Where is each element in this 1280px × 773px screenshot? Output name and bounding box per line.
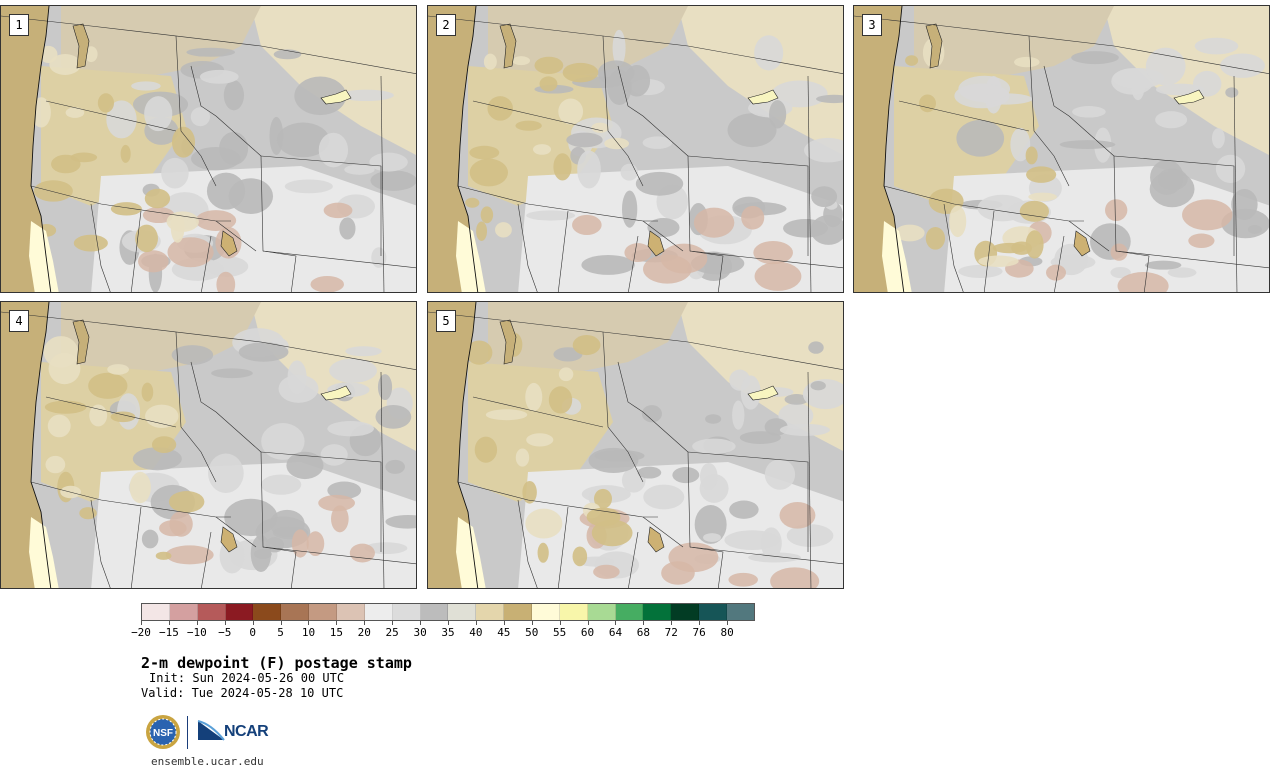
colorbar-tick-label: −15 <box>158 626 179 639</box>
ensemble-member-panel-4: 4 <box>0 301 417 589</box>
colorbar-tick-mark <box>671 620 673 625</box>
member-number-label: 4 <box>9 310 29 332</box>
colorbar-tick-mark <box>280 620 282 625</box>
colorbar-tick-mark <box>448 620 449 625</box>
colorbar-swatch <box>420 604 449 620</box>
member-number-label: 3 <box>862 14 882 36</box>
colorbar-swatch <box>169 604 198 620</box>
colorbar-swatch <box>587 604 616 620</box>
dewpoint-map <box>1 302 416 588</box>
colorbar-swatch <box>337 604 365 620</box>
colorbar-swatch <box>504 604 533 620</box>
colorbar-tick-label: 50 <box>525 626 539 639</box>
footer-url: ensemble.ucar.edu <box>151 755 264 768</box>
colorbar-tick-label: 15 <box>329 626 343 639</box>
colorbar-tick-label: 60 <box>580 626 595 639</box>
colorbar-swatch <box>559 604 588 620</box>
colorbar-tick-mark <box>252 620 254 625</box>
colorbar-tick-mark <box>168 620 170 625</box>
colorbar-tick-label: −5 <box>218 626 232 639</box>
colorbar-tick-label: −20 <box>131 626 151 639</box>
nsf-logo-icon: NSF <box>146 715 180 749</box>
colorbar-tick-mark <box>364 620 366 625</box>
ensemble-member-panel-5: 5 <box>427 301 844 589</box>
colorbar-swatch <box>671 604 700 620</box>
colorbar-swatch <box>699 604 728 620</box>
colorbar-tick-label: −10 <box>186 626 207 639</box>
member-number-label: 1 <box>9 14 29 36</box>
member-number-label: 5 <box>436 310 456 332</box>
colorbar-swatch <box>643 604 672 620</box>
colorbar-swatch <box>476 604 505 620</box>
colorbar-swatch <box>281 604 310 620</box>
member-number-label: 2 <box>436 14 456 36</box>
colorbar-tick-label: 30 <box>413 626 427 639</box>
ensemble-member-panel-2: 2 <box>427 5 844 293</box>
colorbar-swatch <box>225 604 254 620</box>
dewpoint-map <box>428 6 843 292</box>
init-time: Init: Sun 2024-05-26 00 UTC <box>149 671 345 685</box>
colorbar-tick-label: 72 <box>664 626 678 639</box>
colorbar-swatch <box>309 604 338 620</box>
ncar-logo-icon <box>197 720 225 741</box>
colorbar-tick-mark <box>475 620 477 625</box>
colorbar-tick-mark <box>559 620 561 625</box>
colorbar-tick-mark <box>587 620 589 625</box>
colorbar-tick-label: 10 <box>301 626 316 639</box>
ncar-logo-text: NCAR <box>224 723 269 740</box>
colorbar-tick-mark <box>336 620 338 625</box>
colorbar-tick-mark <box>196 620 198 625</box>
dewpoint-map <box>854 6 1269 292</box>
colorbar-tick-mark <box>531 620 533 625</box>
ensemble-member-panel-3: 3 <box>853 5 1270 293</box>
colorbar-swatch <box>532 604 560 620</box>
colorbar-tick-mark <box>392 620 394 625</box>
colorbar-tick-label: 25 <box>385 626 399 639</box>
colorbar-tick-mark <box>420 620 422 625</box>
colorbar-swatch <box>448 604 477 620</box>
dewpoint-map <box>1 6 416 292</box>
colorbar-tick-label: 5 <box>277 626 284 639</box>
colorbar-tick-label: 45 <box>497 626 511 639</box>
colorbar-tick-mark <box>727 620 729 625</box>
logo-divider <box>187 716 188 749</box>
nsf-logo-text: NSF <box>153 728 173 739</box>
colorbar-tick-mark <box>503 620 505 625</box>
colorbar-tick-mark <box>699 620 701 625</box>
colorbar-tick-label: 20 <box>357 626 371 639</box>
colorbar-tick-mark <box>308 620 310 625</box>
colorbar-swatch <box>392 604 421 620</box>
colorbar-tick-label: 40 <box>469 626 483 639</box>
colorbar-swatch <box>727 604 754 620</box>
colorbar-tick-label: 76 <box>692 626 706 639</box>
colorbar-swatch <box>253 604 282 620</box>
plot-title: 2-m dewpoint (F) postage stamp <box>141 654 412 672</box>
dewpoint-colorbar <box>141 603 755 621</box>
colorbar-tick-mark <box>141 620 142 625</box>
colorbar-swatch <box>142 604 170 620</box>
dewpoint-map <box>428 302 843 588</box>
colorbar-tick-label: 35 <box>441 626 455 639</box>
colorbar-tick-label: 80 <box>720 626 734 639</box>
colorbar-tick-label: 55 <box>553 626 567 639</box>
colorbar-tick-label: 68 <box>636 626 650 639</box>
valid-time: Valid: Tue 2024-05-28 10 UTC <box>141 686 344 700</box>
colorbar-swatch <box>615 604 644 620</box>
colorbar-tick-label: 64 <box>608 626 623 639</box>
colorbar-swatch <box>364 604 393 620</box>
ensemble-member-panel-1: 1 <box>0 5 417 293</box>
colorbar-tick-mark <box>643 620 645 625</box>
colorbar-tick-mark <box>224 620 226 625</box>
colorbar-tick-mark <box>615 620 617 625</box>
colorbar-swatch <box>197 604 226 620</box>
colorbar-tick-label: 0 <box>249 626 256 639</box>
